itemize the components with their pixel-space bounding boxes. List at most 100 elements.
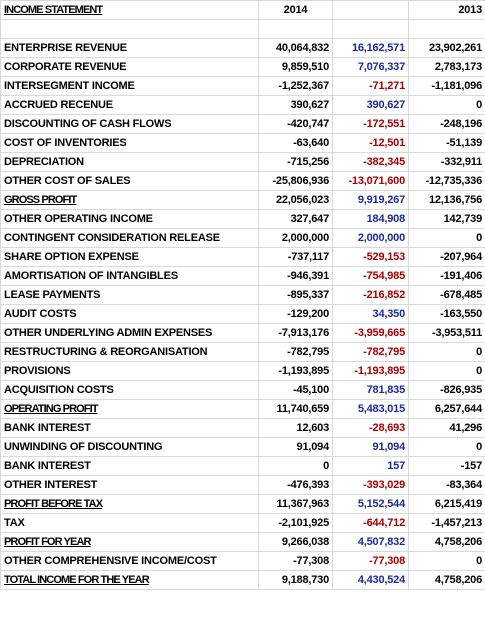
row: OTHER COST OF SALES -25,806,936 -13,071,60… <box>0 171 485 191</box>
amount-cell: -191,406 <box>408 266 485 286</box>
amount-cell: -895,337 <box>258 285 333 305</box>
variance-cell: -782,795 <box>332 342 409 362</box>
amount-cell: 0 <box>408 228 485 248</box>
line-item: GROSS PROFIT <box>0 190 259 210</box>
amount-cell: 12,136,756 <box>408 190 485 210</box>
variance-cell: -172,551 <box>332 114 409 134</box>
line-item: OTHER UNDERLYING ADMIN EXPENSES <box>0 323 259 343</box>
amount-cell: -7,913,176 <box>258 323 333 343</box>
line-item: CORPORATE REVENUE <box>0 57 259 77</box>
amount-cell: -946,391 <box>258 266 333 286</box>
row: DISCOUNTING OF CASH FLOWS -420,747 -172,55… <box>0 114 485 134</box>
row: PROFIT FOR YEAR 9,266,038 4,507,832 4,758,2… <box>0 532 485 552</box>
variance-cell: 7,076,337 <box>332 57 409 77</box>
row: LEASE PAYMENTS -895,337 -216,852 -678,485 <box>0 285 485 305</box>
variance-cell: -71,271 <box>332 76 409 96</box>
amount-cell: 0 <box>408 361 485 381</box>
year-header: 2013 <box>408 0 485 20</box>
variance-cell: -77,308 <box>332 551 409 571</box>
variance-cell: -13,071,600 <box>332 171 409 191</box>
line-item: OTHER COST OF SALES <box>0 171 259 191</box>
row: PROVISIONS -1,193,895 -1,193,895 0 <box>0 361 485 381</box>
amount-cell: -207,964 <box>408 247 485 267</box>
amount-cell: -51,139 <box>408 133 485 153</box>
amount-cell: -163,550 <box>408 304 485 324</box>
amount-cell: -3,953,511 <box>408 323 485 343</box>
line-item: ACCRUED RECENUE <box>0 95 259 115</box>
amount-cell: 23,902,261 <box>408 38 485 58</box>
amount-cell: 11,740,659 <box>258 399 333 419</box>
amount-cell: -248,196 <box>408 114 485 134</box>
row: UNWINDING OF DISCOUNTING 91,094 91,094 0 <box>0 437 485 457</box>
line-item: DISCOUNTING OF CASH FLOWS <box>0 114 259 134</box>
amount-cell: 390,627 <box>258 95 333 115</box>
line-item: TOTAL INCOME FOR THE YEAR <box>0 570 259 590</box>
variance-cell: -382,345 <box>332 152 409 172</box>
amount-cell: -1,457,213 <box>408 513 485 533</box>
amount-cell: -1,252,367 <box>258 76 333 96</box>
variance-cell: -529,153 <box>332 247 409 267</box>
line-item: OTHER COMPREHENSIVE INCOME/COST <box>0 551 259 571</box>
variance-cell: 2,000,000 <box>332 228 409 248</box>
variance-cell: -3,959,665 <box>332 323 409 343</box>
variance-cell: -216,852 <box>332 285 409 305</box>
row: TAX -2,101,925 -644,712 -1,457,213 <box>0 513 485 533</box>
amount-cell: 2,000,000 <box>258 228 333 248</box>
line-item: PROFIT FOR YEAR <box>0 532 259 552</box>
amount-cell: -129,200 <box>258 304 333 324</box>
amount-cell: -332,911 <box>408 152 485 172</box>
variance-cell: 157 <box>332 456 409 476</box>
line-item: ENTERPRISE REVENUE <box>0 38 259 58</box>
amount-cell: -45,100 <box>258 380 333 400</box>
line-item: PROFIT BEFORE TAX <box>0 494 259 514</box>
line-item: DEPRECIATION <box>0 152 259 172</box>
row: GROSS PROFIT 22,056,023 9,919,267 12,136,75… <box>0 190 485 210</box>
variance-cell: -644,712 <box>332 513 409 533</box>
row: AMORTISATION OF INTANGIBLES -946,391 -754,… <box>0 266 485 286</box>
variance-cell: 5,152,544 <box>332 494 409 514</box>
amount-cell: 6,215,419 <box>408 494 485 514</box>
row: BANK INTEREST 12,603 -28,693 41,296 <box>0 418 485 438</box>
row: OTHER UNDERLYING ADMIN EXPENSES -7,913,17… <box>0 323 485 343</box>
amount-cell: 0 <box>408 551 485 571</box>
amount-cell: -782,795 <box>258 342 333 362</box>
amount-cell: 0 <box>408 95 485 115</box>
spreadsheet: INCOME STATEMENT 2014 2013 ENTERPRISE RE… <box>0 0 485 590</box>
amount-cell: -157 <box>408 456 485 476</box>
line-item: COST OF INVENTORIES <box>0 133 259 153</box>
amount-cell: -25,806,936 <box>258 171 333 191</box>
line-item: OPERATING PROFIT <box>0 399 259 419</box>
amount-cell: 0 <box>408 437 485 457</box>
cell <box>332 19 409 39</box>
amount-cell: -1,193,895 <box>258 361 333 381</box>
row: ENTERPRISE REVENUE 40,064,832 16,162,571 23… <box>0 38 485 58</box>
amount-cell: -1,181,096 <box>408 76 485 96</box>
row: CONTINGENT CONSIDERATION RELEASE 2,000,00… <box>0 228 485 248</box>
blank-row <box>0 19 485 39</box>
amount-cell: 11,367,963 <box>258 494 333 514</box>
amount-cell: -737,117 <box>258 247 333 267</box>
line-item: UNWINDING OF DISCOUNTING <box>0 437 259 457</box>
amount-cell: -715,256 <box>258 152 333 172</box>
variance-cell: -1,193,895 <box>332 361 409 381</box>
row: PROFIT BEFORE TAX 11,367,963 5,152,544 6,21… <box>0 494 485 514</box>
variance-cell: 781,835 <box>332 380 409 400</box>
variance-cell: -754,985 <box>332 266 409 286</box>
variance-cell: 4,430,524 <box>332 570 409 590</box>
row: COST OF INVENTORIES -63,640 -12,501 -51,139 <box>0 133 485 153</box>
line-item: CONTINGENT CONSIDERATION RELEASE <box>0 228 259 248</box>
cell <box>0 19 259 39</box>
row: RESTRUCTURING & REORGANISATION -782,795 -7… <box>0 342 485 362</box>
line-item: AMORTISATION OF INTANGIBLES <box>0 266 259 286</box>
variance-cell: 34,350 <box>332 304 409 324</box>
row: AUDIT COSTS -129,200 34,350 -163,550 <box>0 304 485 324</box>
line-item: INTERSEGMENT INCOME <box>0 76 259 96</box>
amount-cell: -63,640 <box>258 133 333 153</box>
amount-cell: -77,308 <box>258 551 333 571</box>
amount-cell: 9,188,730 <box>258 570 333 590</box>
line-item: ACQUISITION COSTS <box>0 380 259 400</box>
variance-cell: -12,501 <box>332 133 409 153</box>
line-item: OTHER OPERATING INCOME <box>0 209 259 229</box>
amount-cell: 6,257,644 <box>408 399 485 419</box>
